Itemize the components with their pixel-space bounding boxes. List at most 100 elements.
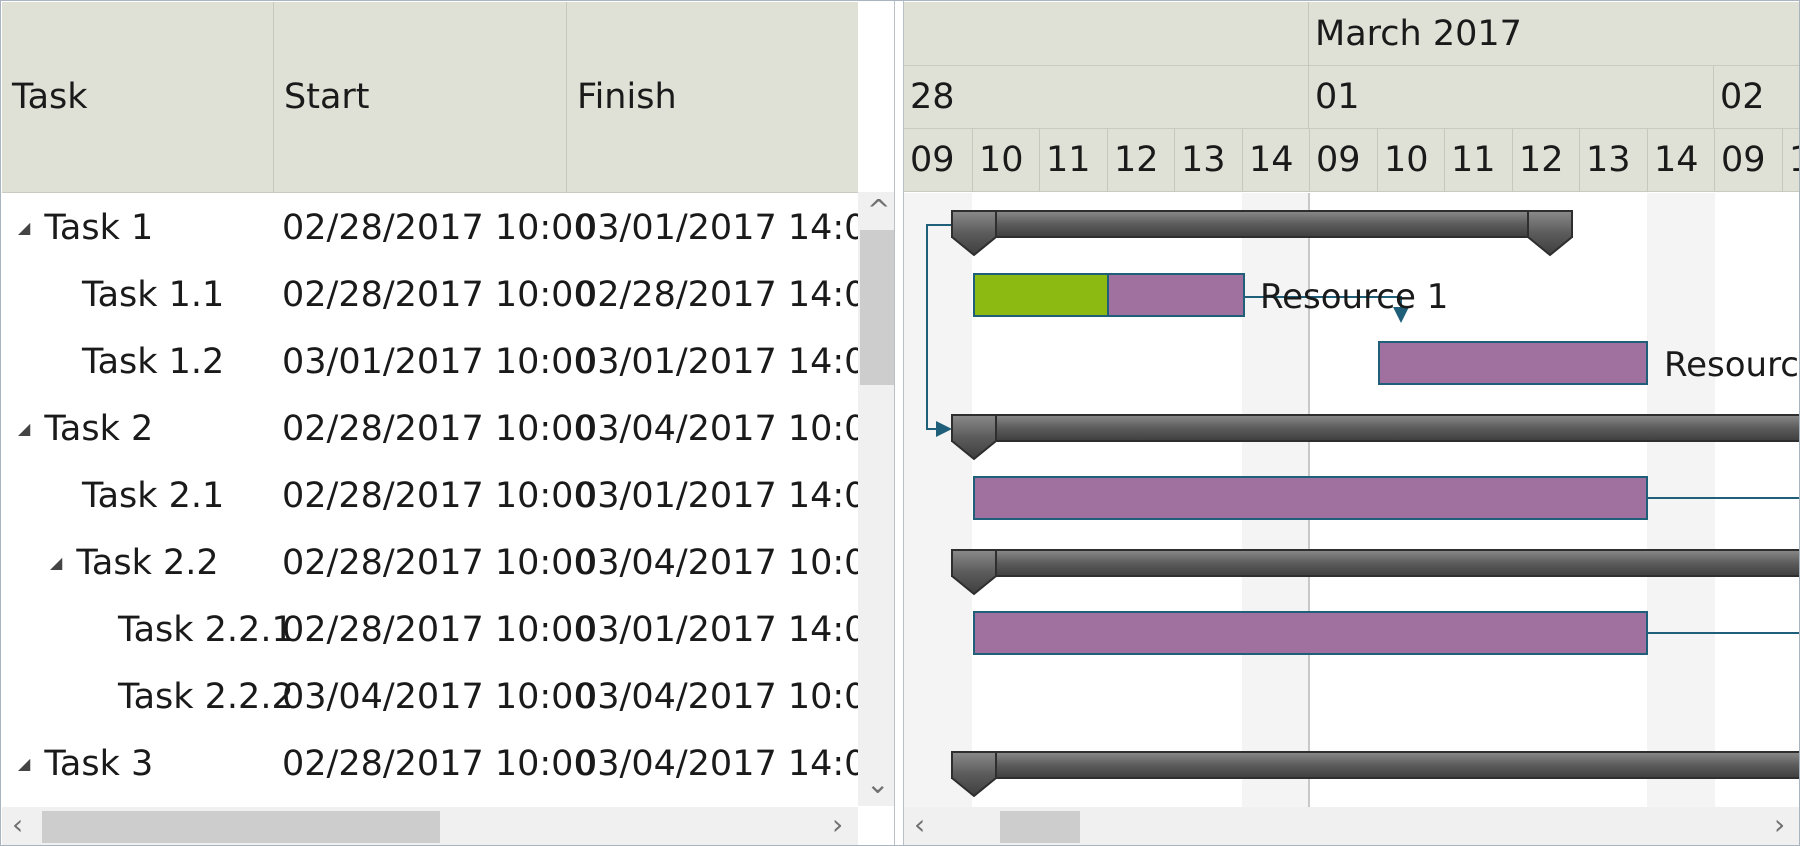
scroll-down-icon[interactable]: ⌄ xyxy=(866,767,890,800)
dependency-link xyxy=(1244,296,1409,323)
pane-splitter[interactable] xyxy=(894,1,904,845)
timeline-hour: 12 xyxy=(1512,129,1580,192)
collapse-triangle-icon[interactable]: ◢ xyxy=(18,419,31,438)
resource-label: Resource xyxy=(1664,345,1800,385)
column-header-start[interactable]: Start xyxy=(274,2,567,192)
timeline-hour: 13 xyxy=(1579,129,1647,192)
task-name: Task 2.2 xyxy=(76,542,219,583)
finish-cell: 03/01/2017 14:00 xyxy=(575,341,858,382)
table-row[interactable]: Task 2.1 02/28/2017 10:00 03/01/2017 14:00 xyxy=(2,462,858,529)
finish-cell: 03/04/2017 14:00 xyxy=(575,743,858,784)
scroll-up-icon[interactable]: ^ xyxy=(867,193,891,226)
finish-cell: 02/28/2017 14:00 xyxy=(575,274,858,315)
task-bar-task-1-1[interactable] xyxy=(973,273,1245,317)
finish-cell: 03/01/2017 14:00 xyxy=(575,609,858,650)
start-cell: 02/28/2017 10:00 xyxy=(282,475,596,516)
scroll-thumb[interactable] xyxy=(42,811,440,843)
grid-header: Task Start Finish xyxy=(2,2,858,193)
nonworking-shade xyxy=(1647,193,1715,807)
task-name-cell: Task 2.1 xyxy=(82,462,224,529)
task-name: Task 1.1 xyxy=(82,274,225,315)
collapse-triangle-icon[interactable]: ◢ xyxy=(18,754,31,773)
timeline-day: 01 xyxy=(1308,66,1713,129)
task-name-cell: Task 1.1 xyxy=(82,261,224,328)
collapse-triangle-icon[interactable]: ◢ xyxy=(50,553,63,572)
progress-fill xyxy=(975,275,1108,315)
finish-cell: 03/04/2017 10:00 xyxy=(575,408,858,449)
start-cell: 02/28/2017 10:00 xyxy=(282,743,596,784)
finish-cell: 03/01/2017 14:00 xyxy=(575,475,858,516)
column-header-task[interactable]: Task xyxy=(2,2,274,192)
scroll-right-icon[interactable]: › xyxy=(832,808,844,841)
scroll-right-icon[interactable]: › xyxy=(1774,808,1786,841)
chart-horizontal-scrollbar[interactable]: ‹ › xyxy=(904,807,1799,845)
table-row[interactable]: Task 2.2.1 02/28/2017 10:00 03/01/2017 14:… xyxy=(2,596,858,663)
finish-cell: 03/01/2017 14:00 xyxy=(575,207,858,248)
nonworking-shade xyxy=(904,193,972,807)
timeline-hour: 13 xyxy=(1174,129,1242,192)
resource-label: Resource 1 xyxy=(1260,277,1448,317)
collapse-triangle-icon[interactable]: ◢ xyxy=(18,218,31,237)
timeline-month-blank xyxy=(904,2,1308,66)
timeline-header: March 2017 28 01 02 09 10 11 12 13 14 09 10 11 12 13… xyxy=(904,2,1799,192)
timeline-hour: 1 xyxy=(1782,129,1799,192)
summary-bar-task-2-2[interactable] xyxy=(951,549,1800,596)
summary-bar-task-3[interactable] xyxy=(951,751,1800,798)
task-name-cell: ◢ Task 2.2 xyxy=(50,529,219,596)
table-row[interactable]: Task 1.1 02/28/2017 10:00 02/28/2017 14:00 xyxy=(2,261,858,328)
chart-area: Resource 1 Resource xyxy=(904,193,1800,807)
timeline-hour: 12 xyxy=(1107,129,1175,192)
task-name-cell: Task 2.2.1 xyxy=(118,596,294,663)
task-name: Task 2.2.1 xyxy=(118,609,294,650)
summary-bar-task-1[interactable] xyxy=(951,210,1573,257)
timeline-hour: 11 xyxy=(1444,129,1512,192)
timeline-hour: 09 xyxy=(1309,129,1377,192)
grid-horizontal-scrollbar[interactable]: ‹ › xyxy=(2,807,858,845)
timeline-hour: 14 xyxy=(1242,129,1310,192)
start-cell: 02/28/2017 10:00 xyxy=(282,408,596,449)
task-name: Task 2.1 xyxy=(82,475,225,516)
summary-bar-task-2[interactable] xyxy=(951,414,1800,461)
start-cell: 03/04/2017 10:00 xyxy=(282,676,596,717)
task-bar-task-2-1[interactable] xyxy=(973,476,1648,520)
table-row[interactable]: ◢ Task 2.2 02/28/2017 10:00 03/04/2017 10:0… xyxy=(2,529,858,596)
scroll-thumb[interactable] xyxy=(860,230,894,385)
table-row[interactable]: ◢ Task 3 02/28/2017 10:00 03/04/2017 14:00 xyxy=(2,730,858,797)
start-cell: 02/28/2017 10:00 xyxy=(282,609,596,650)
table-row[interactable]: Task 2.2.2 03/04/2017 10:00 03/04/2017 10:… xyxy=(2,663,858,730)
task-name-cell: ◢ Task 3 xyxy=(18,730,153,797)
timeline-day: 28 xyxy=(904,66,1308,129)
task-grid: Task Start Finish ◢ Task 1 02/28/2017 10:0… xyxy=(2,2,858,845)
timeline-hour: 14 xyxy=(1647,129,1715,192)
table-row[interactable]: ◢ Task 2 02/28/2017 10:00 03/04/2017 10:00 xyxy=(2,395,858,462)
task-name-cell: Task 1.2 xyxy=(82,328,224,395)
column-header-finish[interactable]: Finish xyxy=(577,77,677,117)
task-bar-task-2-2-1[interactable] xyxy=(973,611,1648,655)
task-name: Task 3 xyxy=(44,743,154,784)
table-row[interactable]: ◢ Task 1 02/28/2017 10:00 03/01/2017 14:00 xyxy=(2,194,858,261)
task-name: Task 1 xyxy=(44,207,154,248)
timeline-hour: 09 xyxy=(1714,129,1782,192)
timeline-month: March 2017 xyxy=(1308,2,1799,66)
finish-cell: 03/04/2017 10:00 xyxy=(575,542,858,583)
finish-cell: 03/04/2017 10:00 xyxy=(575,676,858,717)
scroll-left-icon[interactable]: ‹ xyxy=(914,808,926,841)
task-name-cell: ◢ Task 2 xyxy=(18,395,153,462)
scroll-thumb[interactable] xyxy=(1000,811,1080,843)
table-row[interactable]: Task 1.2 03/01/2017 10:00 03/01/2017 14:00 xyxy=(2,328,858,395)
task-name-cell: Task 2.2.2 xyxy=(118,663,294,730)
timeline-day: 02 xyxy=(1713,66,1799,129)
timeline-hour: 11 xyxy=(1039,129,1107,192)
task-name: Task 2.2.2 xyxy=(118,676,294,717)
grid-vertical-scrollbar[interactable]: ^ ⌄ xyxy=(858,192,894,806)
timeline-hour: 10 xyxy=(972,129,1040,192)
start-cell: 02/28/2017 10:00 xyxy=(282,274,596,315)
task-name: Task 1.2 xyxy=(82,341,225,382)
task-name-cell: ◢ Task 1 xyxy=(18,194,153,261)
scroll-left-icon[interactable]: ‹ xyxy=(12,808,24,841)
start-cell: 03/01/2017 10:00 xyxy=(282,341,596,382)
task-name: Task 2 xyxy=(44,408,154,449)
task-bar-task-1-2[interactable] xyxy=(1378,341,1648,385)
dependency-link xyxy=(926,224,952,437)
